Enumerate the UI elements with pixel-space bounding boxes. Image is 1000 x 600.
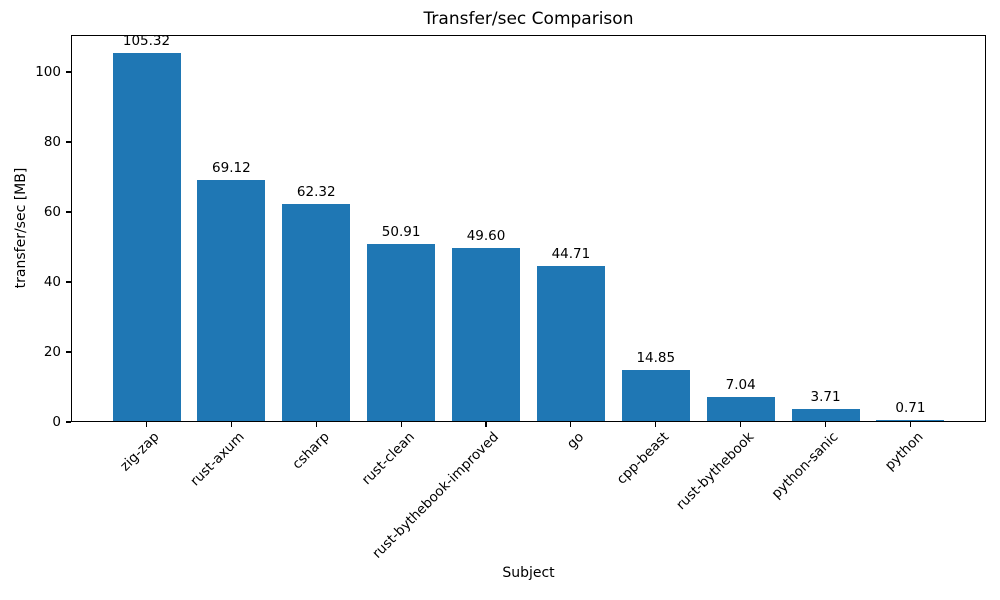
x-tick-mark (570, 422, 572, 427)
chart-title: Transfer/sec Comparison (423, 9, 634, 29)
x-tick-label: csharp (289, 429, 333, 473)
y-axis-label: transfer/sec [MB] (13, 167, 29, 289)
bar-value-label: 3.71 (810, 389, 841, 406)
x-tick-label: rust-clean (358, 429, 418, 489)
y-tick-mark (66, 351, 71, 353)
bar-rust-clean (367, 243, 436, 422)
x-tick-label: rust-axum (187, 429, 248, 490)
x-tick-label: zig-zap (117, 429, 163, 475)
y-tick-label: 0 (52, 413, 61, 430)
x-tick-mark (824, 422, 827, 427)
y-tick-mark (66, 71, 71, 73)
bar-value-label: 50.91 (381, 223, 421, 240)
bar-value-label: 44.71 (551, 245, 591, 262)
y-tick-label: 80 (43, 133, 61, 150)
bar-rust-bythebook (706, 397, 775, 422)
bar-cpp-beast (621, 370, 690, 422)
y-tick-mark (66, 281, 71, 283)
bar-value-label: 0.71 (895, 399, 926, 416)
x-tick-label: go (563, 429, 588, 453)
x-tick-mark (230, 422, 232, 427)
y-tick-label: 20 (43, 343, 61, 360)
y-tick-mark (66, 421, 71, 423)
x-tick-mark (655, 422, 657, 427)
x-tick-mark (315, 422, 317, 427)
bar-csharp (282, 203, 351, 422)
y-tick-mark (66, 211, 71, 213)
y-tick-label: 60 (43, 203, 61, 220)
x-tick-label: rust-bythebook (672, 429, 757, 514)
bar-value-label: 69.12 (212, 160, 251, 177)
bar-value-label: 105.32 (122, 33, 171, 50)
x-tick-mark (909, 422, 911, 427)
x-tick-mark (740, 422, 742, 427)
bar-value-label: 49.60 (466, 228, 506, 245)
bar-python-sanic (791, 409, 860, 422)
y-tick-label: 100 (35, 63, 61, 80)
bar-value-label: 7.04 (725, 377, 756, 394)
x-tick-label: python-sanic (768, 429, 842, 502)
y-tick-label: 40 (43, 273, 61, 290)
x-tick-label: cpp-beast (613, 429, 673, 488)
bar-value-label: 14.85 (636, 350, 676, 367)
bar-python (876, 419, 945, 422)
x-axis-label: Subject (502, 565, 555, 581)
bar-value-label: 62.32 (296, 183, 336, 200)
bar-go (536, 265, 605, 422)
plot-area: 0 20 40 60 80 100 105.32 zig-zap 69.12 rust-axum 6… (35, 33, 986, 562)
x-tick-label: python (882, 429, 927, 474)
x-tick-mark (485, 422, 487, 427)
bar-zig-zap (112, 53, 181, 422)
x-tick-mark (400, 422, 402, 427)
y-tick-mark (66, 141, 71, 143)
x-tick-mark (145, 422, 148, 427)
bar-rust-bythebook-improved (452, 248, 521, 422)
bar-rust-axum (197, 180, 266, 422)
